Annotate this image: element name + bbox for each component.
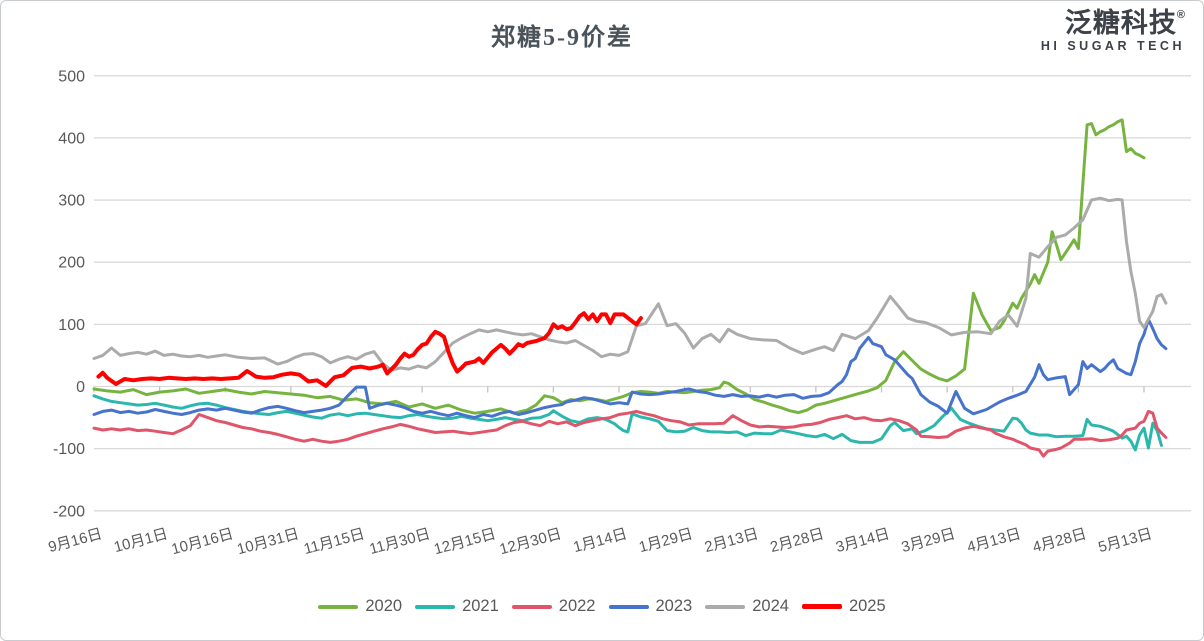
legend-label-2025: 2025 [848, 597, 886, 615]
x-axis-label: 11月30日 [368, 525, 433, 558]
legend-swatch-2024 [705, 604, 746, 609]
y-axis-label: -200 [53, 503, 85, 520]
x-axis-label: 3月14日 [834, 525, 892, 556]
legend-label-2024: 2024 [752, 597, 789, 615]
y-axis-label: 400 [58, 130, 85, 147]
legend-item-2023: 2023 [608, 597, 693, 616]
legend-item-2025: 2025 [801, 597, 886, 616]
series-line-2024 [92, 196, 1168, 372]
x-axis-label: 2月28日 [768, 525, 826, 556]
x-axis-label: 12月30日 [498, 525, 564, 558]
legend-swatch-2022 [511, 604, 552, 609]
series-line-2025 [96, 311, 643, 388]
legend-label-2020: 2020 [365, 597, 403, 615]
x-axis-label: 3月29日 [900, 525, 958, 556]
y-axis-label: 200 [58, 255, 85, 272]
x-axis-label: 11月15日 [302, 525, 367, 558]
legend-item-2022: 2022 [511, 597, 596, 616]
legend-item-2024: 2024 [705, 597, 789, 616]
x-axis-label: 1月14日 [571, 525, 629, 556]
y-axis-label: 500 [58, 68, 85, 85]
x-axis-label: 5月13日 [1096, 525, 1154, 556]
legend-label-2022: 2022 [558, 597, 596, 615]
x-axis-label: 10月16日 [170, 525, 236, 558]
chart-legend: 2020 2021 2022 2023 2024 2025 [1, 597, 1203, 616]
legend-item-2021: 2021 [415, 597, 499, 616]
y-axis-label: 0 [76, 379, 85, 396]
logo-brand-text: 泛糖科技 [1064, 8, 1177, 38]
x-axis-label: 12月15日 [432, 525, 498, 558]
y-axis-label: 100 [58, 317, 85, 334]
legend-label-2021: 2021 [462, 597, 499, 615]
series-line-2023 [92, 317, 1168, 420]
x-axis-label: 10月1日 [112, 525, 170, 556]
x-axis-label: 2月13日 [703, 525, 761, 556]
registered-trademark-icon: ® [1176, 9, 1185, 21]
legend-swatch-2025 [801, 604, 842, 609]
x-axis-label: 1月29日 [637, 525, 695, 556]
series-line-2022 [92, 409, 1168, 458]
x-axis-label: 4月28日 [1031, 525, 1089, 556]
chart-title: 郑糖5-9价差 [491, 25, 633, 51]
series-line-2020 [92, 118, 1146, 415]
x-axis-label: 10月31日 [235, 525, 301, 558]
legend-swatch-2023 [608, 604, 649, 609]
series-line-2021 [92, 394, 1163, 452]
legend-swatch-2020 [318, 604, 359, 609]
legend-swatch-2021 [415, 604, 456, 609]
legend-item-2020: 2020 [318, 597, 402, 616]
company-logo: 泛糖科技® HI SUGAR TECH [1040, 8, 1185, 53]
y-axis-label: 300 [58, 193, 85, 210]
x-axis-label: 4月13日 [965, 525, 1023, 556]
x-axis-label: 9月16日 [46, 525, 104, 556]
legend-label-2023: 2023 [655, 597, 693, 615]
y-axis-label: -100 [53, 441, 85, 458]
logo-tagline: HI SUGAR TECH [1040, 38, 1185, 53]
